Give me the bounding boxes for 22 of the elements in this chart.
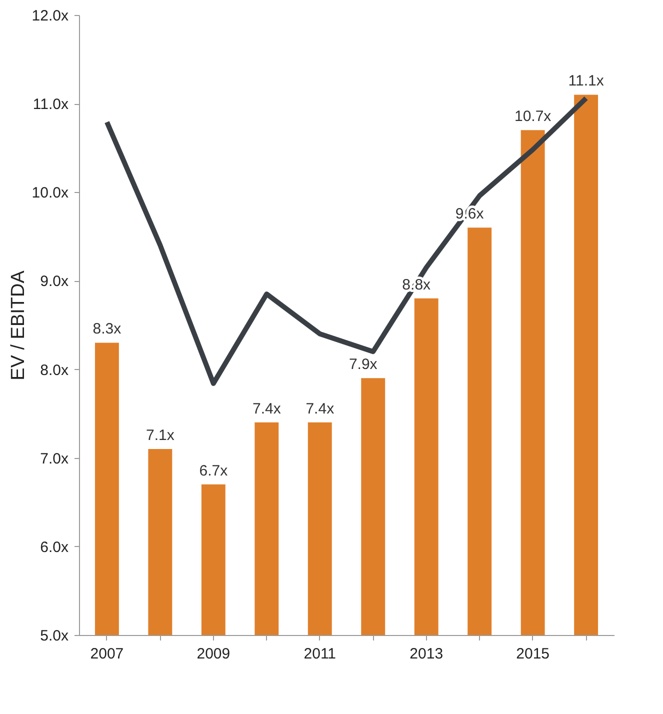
y-tick-label: 7.0x [40, 450, 69, 468]
data-label: 10.7x [514, 108, 552, 126]
y-tick-label: 6.0x [40, 538, 69, 556]
data-label: 7.1x [146, 427, 175, 444]
y-axis-title: EV / EBITDA [8, 270, 29, 380]
x-tick-label: 2009 [196, 646, 230, 662]
y-tick-label: 5.0x [40, 628, 69, 644]
y-tick-label: 11.0x [32, 96, 69, 114]
data-label: 6.7x [199, 462, 228, 480]
x-tick-label: 2015 [516, 646, 550, 662]
x-tick-label: 2013 [410, 646, 444, 662]
data-label: 7.4x [252, 400, 282, 418]
data-label: 7.9x [348, 356, 378, 374]
x-tick-label: 2011 [304, 646, 336, 662]
y-tick-label: 8.0x [40, 362, 69, 379]
x-tick-label: 2007 [90, 646, 124, 662]
data-label: 7.4x [306, 400, 335, 418]
y-tick-label: 10.0x [32, 184, 69, 202]
y-tick-label: 12.0x [32, 8, 69, 24]
data-label: 11.1x [568, 72, 604, 90]
data-label: 8.3x [92, 320, 122, 338]
y-tick-label: 9.0x [40, 273, 69, 290]
